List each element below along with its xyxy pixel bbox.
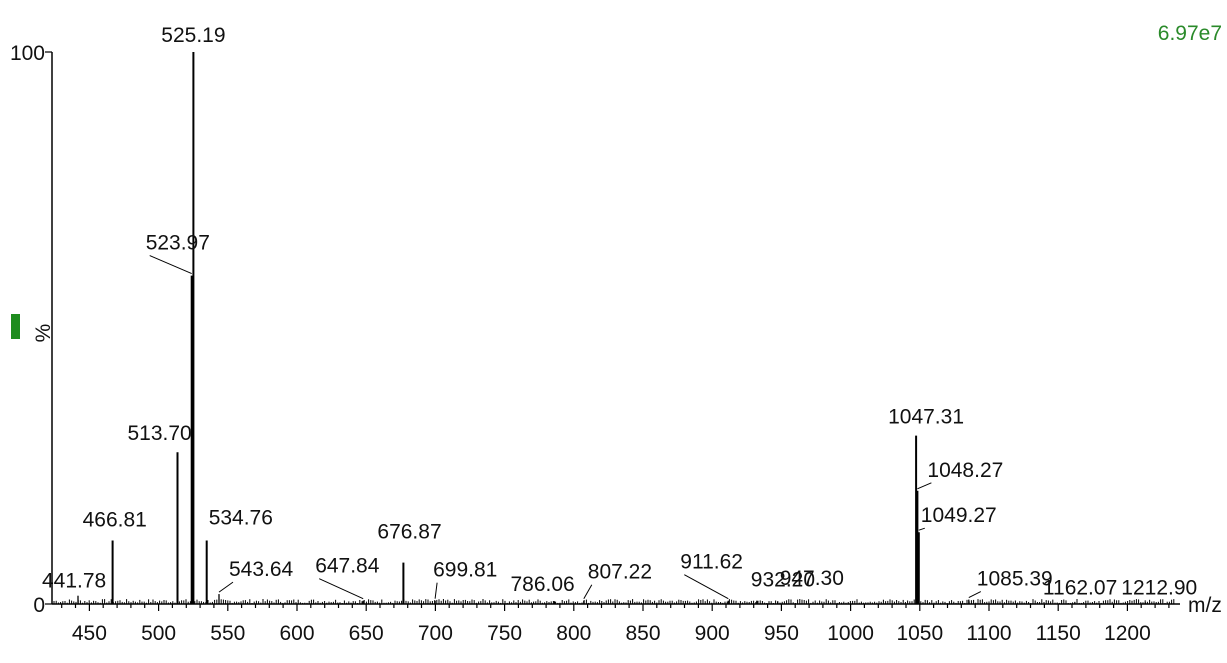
x-tick-label: 550 [210, 622, 245, 645]
x-tick-label: 700 [418, 622, 453, 645]
x-tick-label: 750 [487, 622, 522, 645]
peak-label: 699.81 [433, 559, 497, 582]
x-tick-label: 1150 [1036, 622, 1081, 645]
peak-label: 513.70 [128, 422, 192, 445]
x-tick-label: 950 [764, 622, 799, 645]
peak-label: 1085.39 [977, 568, 1053, 591]
x-tick-label: 1000 [827, 622, 874, 645]
peak-label: 441.78 [42, 570, 106, 593]
x-tick-label: 800 [556, 622, 591, 645]
peak-labels: 441.78 466.81 513.70 523.97 525.19 534.76 543.… [42, 24, 1197, 599]
peak-label: 807.22 [588, 561, 652, 584]
leader-line [917, 482, 932, 490]
peak-label: 647.84 [315, 555, 380, 578]
peak-label: 1049.27 [921, 504, 997, 527]
x-tick-label: 1200 [1104, 622, 1151, 645]
x-tick-label: 1050 [896, 622, 943, 645]
leader-line [684, 574, 729, 600]
peak-label: 543.64 [229, 558, 294, 581]
y-tick-label: 0 [33, 594, 45, 617]
axis-ticks: 450 500 550 600 650 700 750 800 850 900 950 1000 105… [10, 42, 1170, 645]
x-tick-label: 1100 [966, 622, 1011, 645]
peak-label: 911.62 [680, 551, 743, 574]
peak-label: 932.20 [751, 569, 815, 592]
peak-label: 525.19 [161, 24, 225, 47]
peak-label: 1047.31 [888, 406, 964, 429]
peak-label: 466.81 [83, 509, 147, 532]
label-leader-lines [149, 255, 982, 600]
leader-line [218, 581, 234, 593]
trace-color-marker [11, 314, 20, 339]
x-tick-label: 500 [141, 622, 176, 645]
leader-line [918, 527, 925, 531]
y-tick-label: 100 [10, 42, 45, 65]
x-tick-label: 850 [625, 622, 660, 645]
peak-label: 676.87 [377, 521, 441, 544]
y-axis-label: % [32, 324, 55, 343]
peak-label: 947.30 [780, 567, 844, 590]
x-tick-label: 900 [695, 622, 730, 645]
peak-label: 523.97 [146, 232, 210, 255]
x-tick-label: 450 [72, 622, 107, 645]
peak-sticks [77, 52, 1146, 604]
peak-label: 1162.07 [1043, 576, 1117, 599]
x-tick-label: 600 [279, 622, 314, 645]
leader-line [434, 582, 438, 599]
peak-label: 534.76 [209, 507, 273, 530]
leader-line [968, 591, 982, 599]
leader-line [583, 584, 593, 599]
leader-line [149, 255, 192, 275]
max-intensity-label: 6.97e7 [1158, 22, 1222, 45]
peak-label: 786.06 [511, 573, 575, 596]
x-tick-label: 650 [349, 622, 384, 645]
axes [51, 52, 1180, 605]
leader-line [318, 578, 364, 600]
peak-label: 1048.27 [927, 459, 1003, 482]
peak-label: 1212.90 [1121, 576, 1197, 599]
x-axis-label: m/z [1188, 594, 1222, 617]
